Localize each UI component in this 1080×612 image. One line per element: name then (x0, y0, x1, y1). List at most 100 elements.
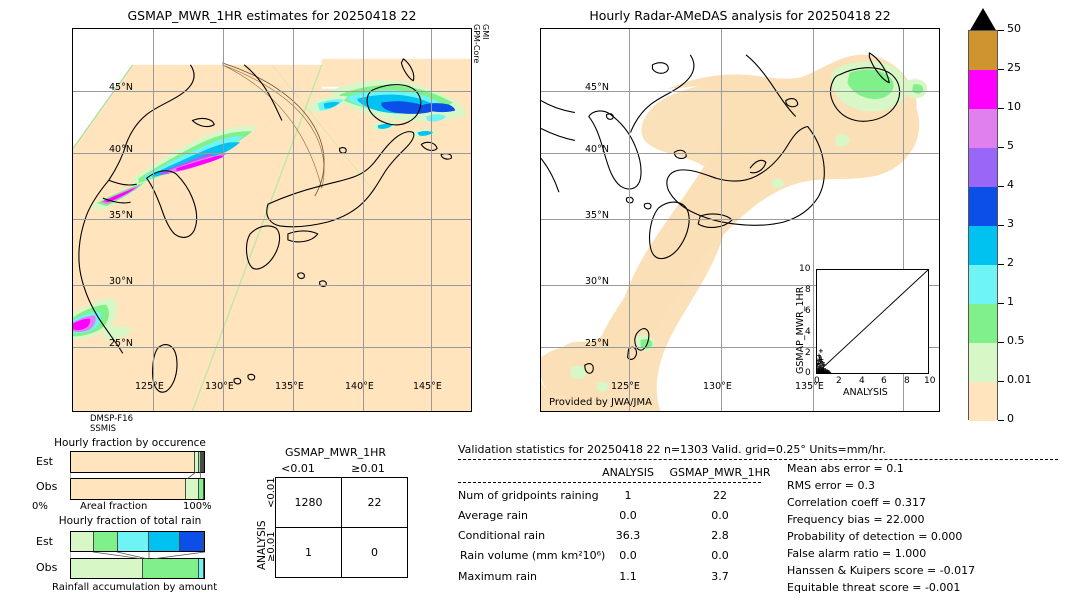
validation-score: Correlation coeff = 0.317 (787, 496, 926, 509)
colorbar-tick-label: 1 (1007, 295, 1014, 308)
gsmap-estimate-map[interactable]: 45°N 40°N 35°N 30°N 25°N 125°E 130°E 135… (72, 28, 472, 412)
totalrain-chart-title: Hourly fraction of total rain (58, 515, 202, 527)
map-gridline-lon (629, 29, 630, 411)
lon-tick-label: 125°E (611, 381, 640, 392)
totalrain-bar-est[interactable] (70, 531, 205, 552)
totalrain-row-label-est: Est (36, 535, 53, 548)
validation-score: Hanssen & Kuipers score = -0.017 (787, 564, 976, 577)
lat-tick-label: 25°N (585, 338, 609, 349)
contingency-table: 1280 22 1 0 (275, 477, 408, 578)
colorbar-tick (998, 69, 1004, 70)
bar-segment (201, 452, 204, 472)
contingency-cell-miss: 1 (275, 527, 342, 578)
validation-row-name: Maximum rain (458, 570, 537, 583)
map-gridline-lat (73, 347, 471, 348)
totalrain-bar-obs[interactable] (70, 558, 205, 579)
validation-row-name: Num of gridpoints raining (458, 489, 599, 502)
colorbar-band (969, 187, 997, 226)
occurrence-row-label-obs: Obs (36, 480, 58, 493)
colorbar-tick (998, 30, 1004, 31)
colorbar-band (969, 226, 997, 265)
map-gridline-lon (293, 29, 294, 411)
validation-score: RMS error = 0.3 (787, 479, 875, 492)
bar-segment (71, 452, 196, 472)
validation-row-analysis: 0.0 (619, 549, 637, 562)
bar-segment (200, 452, 202, 472)
validation-col-header-gsmap: GSMAP_MWR_1HR (669, 466, 771, 479)
validation-row-name: Average rain (458, 509, 528, 522)
colorbar-tick (998, 342, 1004, 343)
gsmap-map-graphic (73, 29, 471, 411)
scatter-ytick: 10 (799, 264, 811, 274)
scatter-xtick: 8 (904, 376, 910, 386)
colorbar-band (969, 31, 997, 70)
occurrence-bar-obs[interactable] (70, 478, 205, 500)
colorbar-tick-label: 50 (1007, 22, 1021, 35)
validation-row-gsmap: 2.8 (711, 529, 729, 542)
scatter-point (818, 359, 823, 364)
lat-tick-label: 45°N (585, 82, 609, 93)
lat-tick-label: 30°N (585, 276, 609, 287)
table-row: 1280 22 (275, 477, 408, 528)
scatter-point (817, 353, 821, 358)
lat-tick-label: 35°N (585, 210, 609, 221)
validation-col-header-analysis: ANALYSIS (602, 466, 654, 479)
scatter-graphic (817, 270, 928, 373)
scatter-point (820, 360, 825, 365)
scatter-point (826, 370, 831, 373)
map-gridline-lon (813, 29, 814, 411)
totalrain-row-label-obs: Obs (36, 561, 58, 574)
colorbar-tick-label: 5 (1007, 139, 1014, 152)
occurrence-chart-title: Hourly fraction by occurence (54, 437, 206, 449)
occurrence-connector (70, 472, 202, 479)
scatter-point (818, 348, 823, 353)
scatter-xtick: 10 (924, 376, 936, 386)
lat-tick-label: 40°N (109, 144, 133, 155)
bar-segment (71, 559, 143, 578)
contingency-col-group-title: GSMAP_MWR_1HR (284, 446, 387, 459)
colorbar-band (969, 148, 997, 187)
map-gridline-lon (721, 29, 722, 411)
colorbar-band (969, 382, 997, 421)
map-gridline-lat (73, 285, 471, 286)
validation-row-name: Rain volume (mm km²10⁶) (460, 549, 606, 562)
occurrence-axis-min: 0% (32, 501, 48, 512)
map-gridline-lat (541, 153, 939, 154)
scatter-plot-inset[interactable] (816, 269, 929, 374)
colorbar-tick-label: 0 (1007, 412, 1014, 425)
validation-rule-top (458, 459, 1058, 460)
validation-rule-mid (458, 482, 761, 483)
lon-tick-label: 130°E (205, 381, 234, 392)
map-gridline-lon (223, 29, 224, 411)
validation-header: Validation statistics for 20250418 22 n=… (458, 443, 886, 456)
colorbar-tick (998, 303, 1004, 304)
lon-tick-label: 125°E (135, 381, 164, 392)
lon-tick-label: 140°E (345, 381, 374, 392)
validation-row-analysis: 0.0 (619, 509, 637, 522)
colorbar-tick-label: 0.01 (1007, 373, 1032, 386)
colorbar-tick (998, 147, 1004, 148)
scatter-point (819, 357, 824, 362)
totalrain-axis-label: Rainfall accumulation by amount (52, 582, 218, 593)
radar-amedas-map[interactable]: 45°N 40°N 35°N 30°N 25°N 125°E 130°E 135… (540, 28, 940, 412)
colorbar-tick (998, 225, 1004, 226)
bar-segment (195, 452, 199, 472)
validation-row-name: Conditional rain (458, 529, 546, 542)
contingency-cell-hit: 0 (341, 527, 408, 578)
bar-segment (198, 559, 204, 578)
validation-score: Frequency bias = 22.000 (787, 513, 925, 526)
bar-segment (71, 532, 94, 551)
right-panel-title: Hourly Radar-AMeDAS analysis for 2025041… (589, 8, 891, 23)
scatter-point (827, 370, 832, 373)
validation-score: Mean abs error = 0.1 (787, 462, 904, 475)
footer-label-dmsp: DMSP-F16 (90, 414, 133, 424)
occurrence-bar-est[interactable] (70, 451, 205, 473)
scatter-ytick: 8 (805, 285, 811, 295)
colorbar-tick (998, 420, 1004, 421)
scatter-xlabel: ANALYSIS (843, 387, 888, 398)
lat-tick-label: 25°N (109, 338, 133, 349)
map-gridline-lon (903, 29, 904, 411)
scatter-ytick: 6 (805, 306, 811, 316)
contingency-cell-false-alarm: 22 (341, 477, 408, 528)
validation-score: Probability of detection = 0.000 (787, 530, 963, 543)
